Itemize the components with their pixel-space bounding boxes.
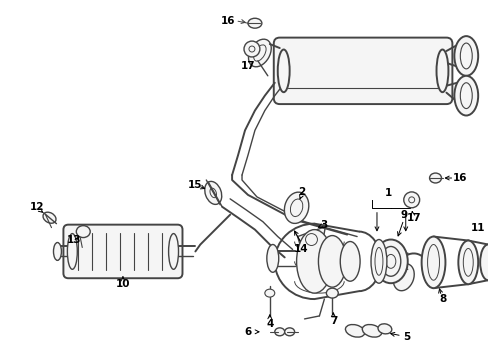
- Ellipse shape: [430, 173, 441, 183]
- Ellipse shape: [53, 243, 61, 260]
- Ellipse shape: [404, 192, 419, 208]
- Ellipse shape: [381, 247, 401, 276]
- Ellipse shape: [285, 328, 294, 336]
- Text: 11: 11: [471, 222, 486, 233]
- FancyBboxPatch shape: [63, 225, 182, 278]
- Text: 3: 3: [321, 220, 328, 230]
- Ellipse shape: [326, 288, 338, 298]
- Polygon shape: [297, 227, 325, 249]
- Ellipse shape: [169, 234, 178, 269]
- Ellipse shape: [296, 230, 332, 293]
- Ellipse shape: [374, 239, 408, 283]
- Ellipse shape: [437, 50, 448, 92]
- Ellipse shape: [244, 41, 260, 57]
- Ellipse shape: [265, 289, 275, 297]
- Ellipse shape: [318, 235, 346, 287]
- Ellipse shape: [409, 197, 415, 203]
- Text: 6: 6: [245, 327, 251, 337]
- Ellipse shape: [248, 18, 262, 28]
- Ellipse shape: [205, 181, 222, 204]
- Ellipse shape: [378, 324, 392, 334]
- Text: 1: 1: [385, 188, 392, 198]
- Text: 13: 13: [67, 234, 81, 244]
- Ellipse shape: [375, 247, 383, 275]
- Text: 4: 4: [266, 319, 273, 329]
- Ellipse shape: [284, 192, 309, 224]
- Ellipse shape: [267, 244, 279, 272]
- Ellipse shape: [76, 226, 90, 238]
- Ellipse shape: [210, 188, 217, 198]
- Text: 9: 9: [400, 210, 407, 220]
- Ellipse shape: [454, 36, 478, 76]
- Ellipse shape: [371, 239, 387, 283]
- Ellipse shape: [254, 45, 266, 61]
- Ellipse shape: [248, 39, 271, 67]
- Ellipse shape: [340, 242, 360, 281]
- Ellipse shape: [480, 244, 490, 280]
- Ellipse shape: [278, 50, 290, 92]
- Text: 5: 5: [403, 332, 410, 342]
- Ellipse shape: [249, 46, 255, 52]
- Text: 12: 12: [29, 202, 44, 212]
- Ellipse shape: [428, 244, 440, 280]
- Ellipse shape: [393, 264, 414, 291]
- Ellipse shape: [458, 240, 478, 284]
- Ellipse shape: [421, 237, 445, 288]
- Text: 14: 14: [294, 244, 309, 255]
- Ellipse shape: [460, 83, 472, 109]
- Ellipse shape: [464, 248, 473, 276]
- Ellipse shape: [68, 234, 77, 269]
- Text: 7: 7: [331, 316, 338, 326]
- Ellipse shape: [345, 324, 365, 337]
- Text: 17: 17: [241, 61, 255, 71]
- Text: 16: 16: [453, 173, 467, 183]
- FancyBboxPatch shape: [274, 37, 452, 104]
- Ellipse shape: [291, 199, 303, 217]
- Text: 10: 10: [116, 279, 130, 289]
- Ellipse shape: [386, 255, 396, 268]
- Text: 2: 2: [298, 187, 305, 197]
- Ellipse shape: [275, 328, 285, 336]
- Text: 16: 16: [221, 16, 235, 26]
- Ellipse shape: [306, 234, 318, 246]
- Ellipse shape: [454, 76, 478, 116]
- Ellipse shape: [43, 212, 56, 223]
- Ellipse shape: [460, 43, 472, 69]
- Ellipse shape: [362, 324, 382, 337]
- Text: 17: 17: [406, 213, 421, 223]
- Text: 15: 15: [188, 180, 203, 190]
- Text: 8: 8: [440, 294, 447, 304]
